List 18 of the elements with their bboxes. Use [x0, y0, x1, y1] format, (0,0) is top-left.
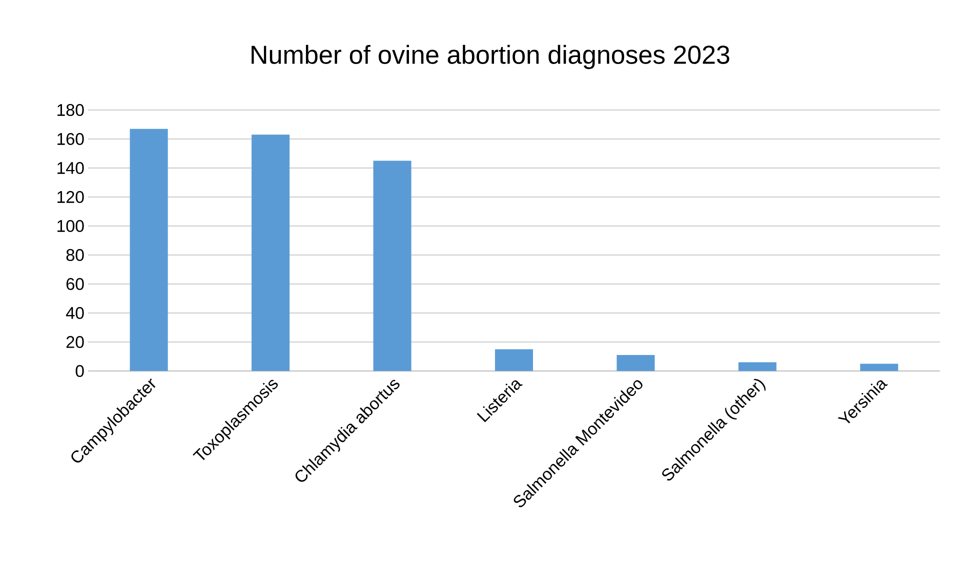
y-tick-label: 0: [76, 365, 84, 377]
y-tick-label: 60: [66, 278, 84, 290]
y-tick-label: 140: [58, 162, 84, 174]
bar: [130, 128, 168, 371]
bar: [860, 364, 898, 371]
y-tick-label: 100: [58, 220, 84, 232]
bar: [616, 355, 655, 371]
bar: [738, 362, 776, 371]
bar: [252, 134, 290, 371]
y-tick-label: 40: [66, 307, 84, 319]
y-tick-label: 160: [58, 133, 84, 145]
y-tick-label: 120: [58, 191, 84, 203]
chart-title: Number of ovine abortion diagnoses 2023: [252, 44, 730, 70]
bar: [373, 160, 412, 371]
y-tick-label: 180: [58, 104, 84, 116]
y-tick-label: 80: [66, 249, 84, 261]
bar: [495, 349, 534, 371]
y-tick-label: 20: [66, 336, 84, 348]
